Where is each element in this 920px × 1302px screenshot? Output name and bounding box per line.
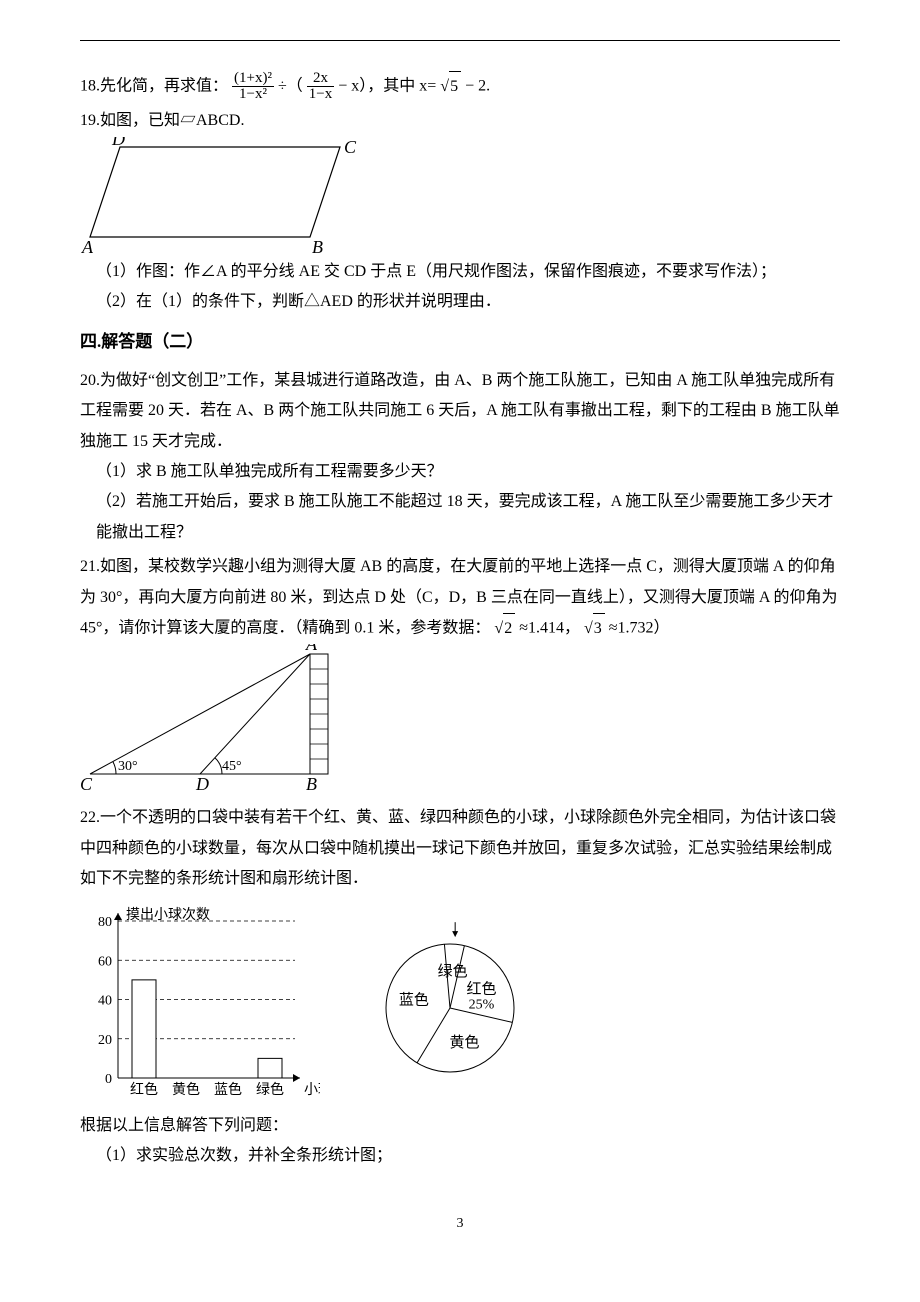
svg-text:80: 80 (98, 915, 112, 930)
q22-footer: 根据以上信息解答下列问题： (80, 1111, 840, 1141)
q22-charts: 020406080摸出小球次数红色黄色蓝色绿色小球颜色 绿色红色25%黄色蓝色 (80, 903, 840, 1103)
q18-frac1-den: 1−x² (232, 87, 274, 102)
svg-text:小球颜色: 小球颜色 (304, 1081, 320, 1098)
svg-text:摸出小球次数: 摸出小球次数 (126, 907, 210, 923)
svg-text:蓝色: 蓝色 (214, 1081, 242, 1098)
svg-text:0: 0 (105, 1072, 112, 1087)
svg-text:C: C (344, 137, 357, 157)
svg-text:40: 40 (98, 993, 112, 1008)
q21-sqrt2: √2 (494, 613, 515, 644)
q18-minus-x: − x），其中 x= (338, 77, 440, 94)
q20-sub1: （1）求 B 施工队单独完成所有工程需要多少天？ (80, 457, 840, 487)
svg-text:A: A (81, 237, 94, 257)
svg-text:B: B (312, 237, 323, 257)
q18-frac2-num: 2x (307, 71, 334, 87)
svg-text:黄色: 黄色 (449, 1034, 479, 1051)
q18-frac1-num: (1+x)² (232, 71, 274, 87)
q21-sqrt3: √3 (584, 613, 605, 644)
q22-line1: 22.一个不透明的口袋中装有若干个红、黄、蓝、绿四种颜色的小球，小球除颜色外完全… (80, 803, 840, 894)
q18-prefix: 18.先化简，再求值： (80, 77, 228, 94)
q19-sub2: （2）在（1）的条件下，判断△AED 的形状并说明理由． (80, 287, 840, 317)
q21-text: 21.如图，某校数学兴趣小组为测得大厦 AB 的高度，在大厦前的平地上选择一点 … (80, 558, 838, 636)
svg-text:30°: 30° (118, 759, 138, 774)
q18-divide: ÷（ (278, 77, 303, 94)
q22-pie-chart: 绿色红色25% 黄色 蓝色 (360, 913, 540, 1093)
question-22: 22.一个不透明的口袋中装有若干个红、黄、蓝、绿四种颜色的小球，小球除颜色外完全… (80, 803, 840, 1171)
svg-text:红色: 红色 (466, 980, 496, 997)
q18-sqrt-val: 5 (449, 71, 461, 102)
svg-text:25%: 25% (469, 997, 495, 1012)
section-4-heading: 四.解答题（二） (80, 326, 840, 358)
q19-diagram: A B C D (80, 137, 370, 257)
q18-frac1: (1+x)² 1−x² (232, 71, 274, 102)
question-18: 18.先化简，再求值： (1+x)² 1−x² ÷（ 2x 1−x − x），其… (80, 71, 840, 102)
svg-text:A: A (305, 644, 318, 654)
q21-approx3: ≈1.732） (609, 619, 670, 636)
svg-text:20: 20 (98, 1032, 112, 1047)
svg-text:B: B (306, 774, 317, 794)
q20-line1: 20.为做好“创文创卫”工作，某县城进行道路改造，由 A、B 两个施工队施工，已… (80, 366, 840, 457)
svg-text:绿色: 绿色 (438, 963, 468, 980)
q22-sub1: （1）求实验总次数，并补全条形统计图； (80, 1141, 840, 1171)
q21-sqrt3-val: 3 (593, 613, 605, 644)
question-20: 20.为做好“创文创卫”工作，某县城进行道路改造，由 A、B 两个施工队施工，已… (80, 366, 840, 548)
svg-text:红色: 红色 (130, 1081, 158, 1098)
q18-sqrt: √5 (440, 71, 461, 102)
q21-approx2: ≈1.414， (519, 619, 580, 636)
q20-sub2: （2）若施工开始后，要求 B 施工队施工不能超过 18 天，要完成该工程，A 施… (80, 487, 840, 548)
svg-text:D: D (111, 137, 125, 149)
q18-frac2-den: 1−x (307, 87, 334, 102)
q19-sub1: （1）作图：作∠A 的平分线 AE 交 CD 于点 E（用尺规作图法，保留作图痕… (80, 257, 840, 287)
svg-text:黄色: 黄色 (172, 1081, 200, 1098)
q21-diagram: A B C D 30° 45° (80, 644, 350, 799)
q21-sqrt2-val: 2 (503, 613, 515, 644)
question-21: 21.如图，某校数学兴趣小组为测得大厦 AB 的高度，在大厦前的平地上选择一点 … (80, 552, 840, 799)
svg-text:D: D (195, 774, 209, 794)
question-19: 19.如图，已知▱ABCD. A B C D （1）作图：作∠A 的平分线 AE 交 … (80, 106, 840, 317)
page-number: 3 (80, 1211, 840, 1238)
q22-bar-chart: 0 20 40 60 80 摸出小球次数红色黄色蓝色绿色 小球颜色 (80, 903, 320, 1103)
svg-text:蓝色: 蓝色 (399, 991, 429, 1008)
q18-tail: − 2. (465, 77, 490, 94)
svg-text:60: 60 (98, 954, 112, 969)
svg-text:C: C (80, 774, 93, 794)
svg-text:绿色: 绿色 (256, 1081, 284, 1098)
q18-frac2: 2x 1−x (307, 71, 334, 102)
svg-text:45°: 45° (222, 759, 242, 774)
q19-line1: 19.如图，已知▱ABCD. (80, 106, 840, 136)
top-rule (80, 40, 840, 41)
